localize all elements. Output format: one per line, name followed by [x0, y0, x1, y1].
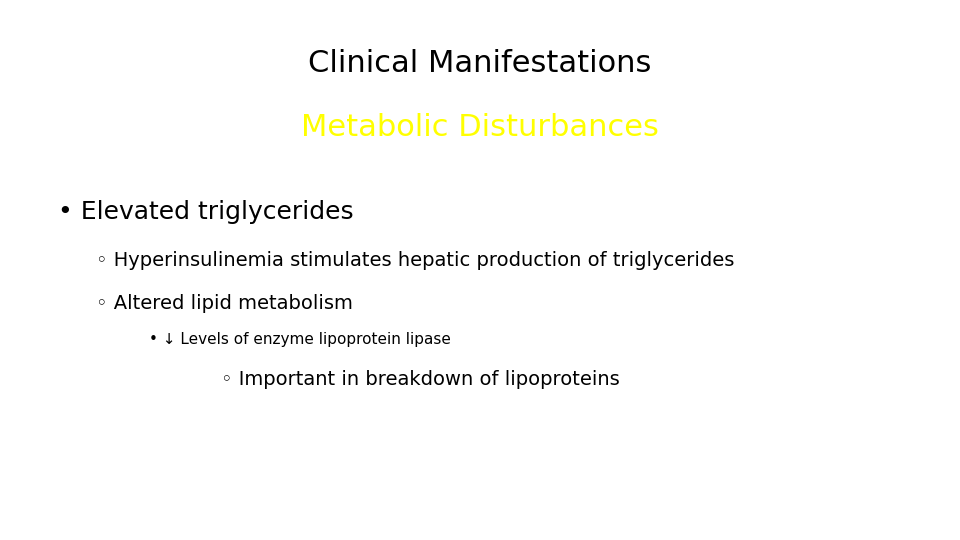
Text: ◦ Hyperinsulinemia stimulates hepatic production of triglycerides: ◦ Hyperinsulinemia stimulates hepatic pr…: [96, 251, 734, 270]
Text: • Elevated triglycerides: • Elevated triglycerides: [58, 200, 353, 224]
Text: ◦ Altered lipid metabolism: ◦ Altered lipid metabolism: [96, 294, 353, 313]
Text: Clinical Manifestations: Clinical Manifestations: [308, 49, 652, 78]
Text: Metabolic Disturbances: Metabolic Disturbances: [301, 113, 659, 143]
Text: ◦ Important in breakdown of lipoproteins: ◦ Important in breakdown of lipoproteins: [221, 370, 619, 389]
Text: • ↓ Levels of enzyme lipoprotein lipase: • ↓ Levels of enzyme lipoprotein lipase: [149, 332, 450, 347]
